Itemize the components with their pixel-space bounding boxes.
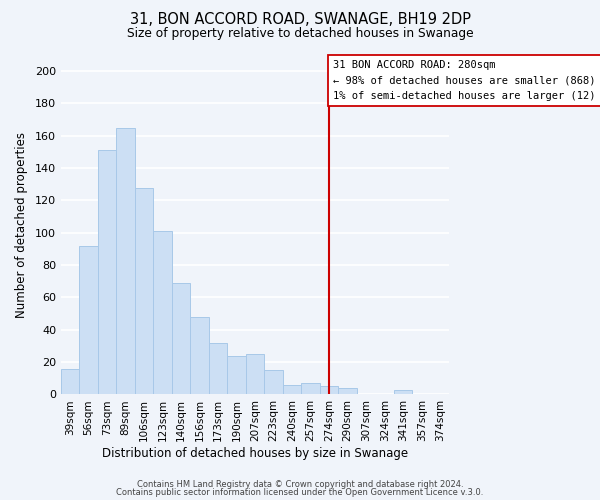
Bar <box>283 385 301 394</box>
Text: 31, BON ACCORD ROAD, SWANAGE, BH19 2DP: 31, BON ACCORD ROAD, SWANAGE, BH19 2DP <box>130 12 470 26</box>
X-axis label: Distribution of detached houses by size in Swanage: Distribution of detached houses by size … <box>102 447 408 460</box>
Bar <box>209 342 227 394</box>
Bar <box>190 317 209 394</box>
Bar <box>135 188 154 394</box>
Bar <box>98 150 116 394</box>
Bar <box>172 283 190 395</box>
Bar <box>227 356 246 395</box>
Bar <box>116 128 135 394</box>
Text: Contains public sector information licensed under the Open Government Licence v.: Contains public sector information licen… <box>116 488 484 497</box>
Bar <box>394 390 412 394</box>
Bar <box>246 354 265 395</box>
Bar <box>320 386 338 394</box>
Bar <box>154 231 172 394</box>
Bar <box>265 370 283 394</box>
Bar <box>79 246 98 394</box>
Text: Size of property relative to detached houses in Swanage: Size of property relative to detached ho… <box>127 28 473 40</box>
Text: Contains HM Land Registry data © Crown copyright and database right 2024.: Contains HM Land Registry data © Crown c… <box>137 480 463 489</box>
Bar <box>61 368 79 394</box>
Text: 31 BON ACCORD ROAD: 280sqm
← 98% of detached houses are smaller (868)
1% of semi: 31 BON ACCORD ROAD: 280sqm ← 98% of deta… <box>333 60 600 101</box>
Y-axis label: Number of detached properties: Number of detached properties <box>15 132 28 318</box>
Bar <box>301 383 320 394</box>
Bar <box>338 388 357 394</box>
